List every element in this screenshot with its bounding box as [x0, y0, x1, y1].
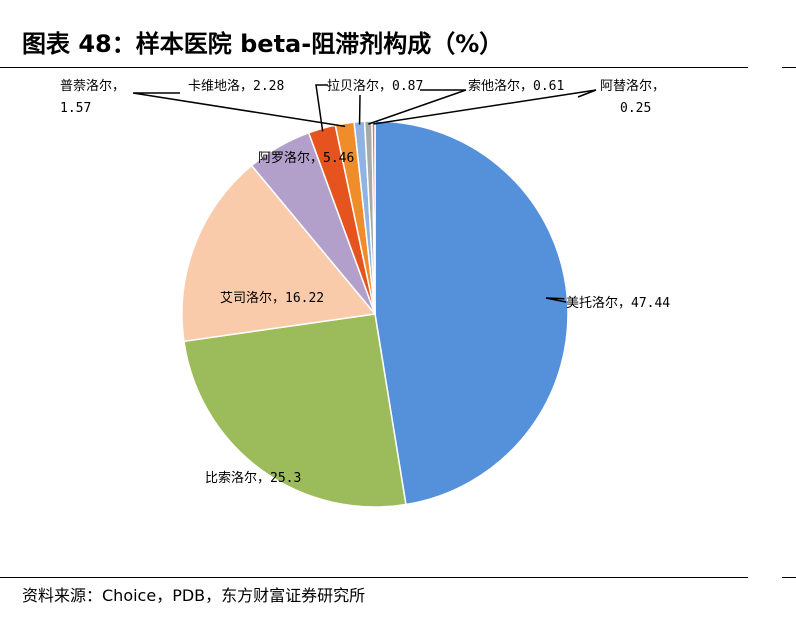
- slice-label-4: 阿罗洛尔，5.46: [258, 151, 354, 166]
- leader-line-8: [368, 89, 467, 125]
- source-note: 资料来源：Choice，PDB，东方财富证券研究所: [22, 586, 366, 605]
- leader-lines: [132, 84, 597, 303]
- pie-slice-3: [181, 164, 377, 343]
- leader-line-1: [545, 297, 567, 303]
- pie-slice-2: [183, 313, 407, 508]
- slice-label-2: 比索洛尔，25.3: [205, 471, 301, 486]
- pie-slices: [181, 120, 569, 508]
- slice-label-8: 索他洛尔，0.61: [468, 79, 564, 94]
- slice-label-3: 艾司洛尔，16.22: [220, 291, 324, 306]
- slice-label-6-line1: 普萘洛尔，: [60, 79, 125, 94]
- slice-label-1: 美托洛尔，47.44: [566, 296, 670, 311]
- slice-labels: 美托洛尔，47.44 比索洛尔，25.3 艾司洛尔，16.22 阿罗洛尔，5.46 卡维…: [60, 79, 670, 486]
- chart-title: 图表 48：样本医院 beta-阻滞剂构成（%）: [22, 30, 504, 58]
- slice-label-9-line1: 阿替洛尔，: [600, 79, 665, 94]
- slice-label-5: 卡维地洛，2.28: [188, 79, 284, 94]
- slice-label-7: 拉贝洛尔，0.87: [327, 79, 423, 94]
- leader-line-9: [373, 89, 597, 125]
- pie-slice-1: [374, 120, 569, 506]
- leader-line-6: [132, 92, 346, 128]
- slice-label-6-line2: 1.57: [60, 101, 91, 116]
- slice-label-9-line2: 0.25: [620, 101, 651, 116]
- bottom-divider: [0, 577, 748, 578]
- bottom-divider-right: [782, 577, 796, 578]
- leader-line-5: [315, 84, 328, 132]
- top-divider: [0, 67, 748, 68]
- top-divider-right: [782, 67, 796, 68]
- pie-slice-9: [371, 120, 376, 315]
